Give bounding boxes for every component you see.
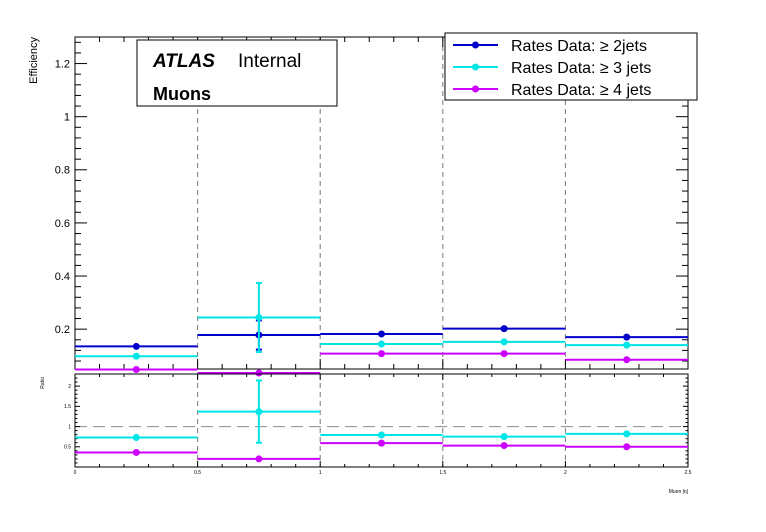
y-tick-label: 2 [68, 384, 71, 390]
y-tick-label: 0.4 [55, 271, 70, 283]
plot-frame-main [74, 36, 689, 370]
data-point [500, 338, 508, 346]
y-tick-label: 0.6 [55, 218, 70, 230]
series-ratio-0 [75, 379, 688, 444]
legend-label-1: Rates Data: ≥ 3 jets [511, 60, 651, 77]
data-point [623, 430, 631, 438]
x-tick-label: 2.5 [685, 470, 692, 476]
y-axis-label-ratio: Ratio [40, 377, 46, 389]
channel-label: Muons [153, 84, 211, 104]
atlas-label: ATLAS [152, 51, 215, 72]
legend-marker-1 [472, 63, 479, 71]
data-point [132, 448, 140, 456]
y-tick-label: 0.5 [64, 445, 71, 451]
data-point [378, 330, 385, 338]
x-tick-label: 0.5 [194, 470, 201, 476]
plot-frame-ratio [74, 373, 689, 468]
atlas-label-box [136, 39, 338, 107]
legend: Rates Data: ≥ 2jets Rates Data: ≥ 3 jets R… [444, 32, 698, 101]
x-tick-label: 1.5 [439, 470, 446, 476]
data-point [132, 366, 140, 374]
x-tick-label: 1 [319, 470, 322, 476]
data-point [500, 350, 508, 358]
data-point [132, 352, 140, 360]
series-ratio-1 [75, 439, 688, 463]
data-point [255, 369, 263, 377]
y-axis-label-main: Efficiency [28, 37, 40, 84]
data-point [623, 443, 631, 451]
x-axis-label: Muon |η| [669, 489, 688, 495]
data-point [378, 431, 385, 439]
y-tick-label: 0.8 [55, 165, 70, 177]
data-point [255, 408, 263, 416]
data-point [500, 442, 508, 450]
legend-marker-0 [472, 41, 479, 49]
data-point [500, 325, 508, 333]
data-point [623, 356, 631, 364]
x-tick-label: 0 [74, 470, 77, 476]
data-point [255, 455, 263, 463]
legend-marker-2 [472, 85, 479, 93]
data-point [500, 433, 508, 441]
y-tick-label: 1.5 [64, 404, 71, 410]
data-point [255, 313, 263, 321]
y-tick-label: 1 [68, 424, 71, 430]
legend-label-0: Rates Data: ≥ 2jets [511, 38, 647, 55]
legend-label-2: Rates Data: ≥ 4 jets [511, 82, 651, 99]
y-tick-label: 0.2 [55, 324, 70, 336]
main-panel: 0.2 0.4 0.6 0.8 1 1.2 [55, 36, 689, 377]
data-point [378, 340, 385, 348]
x-tick-label: 2 [564, 470, 567, 476]
series-main-1 [75, 281, 688, 360]
series-main-2 [75, 350, 688, 377]
data-point [378, 439, 385, 447]
ratio-panel: 0.5 1 1.5 2 0 0.5 1 1.5 2 2.5 [64, 373, 692, 476]
series-main-0 [75, 319, 688, 351]
atlas-status: Internal [238, 51, 301, 72]
data-point [623, 341, 631, 349]
y-tick-label: 1.2 [55, 58, 70, 70]
y-tick-label: 1 [64, 112, 70, 124]
data-point [378, 350, 385, 358]
data-point [623, 333, 631, 341]
data-point [132, 433, 140, 441]
data-point [132, 342, 140, 350]
